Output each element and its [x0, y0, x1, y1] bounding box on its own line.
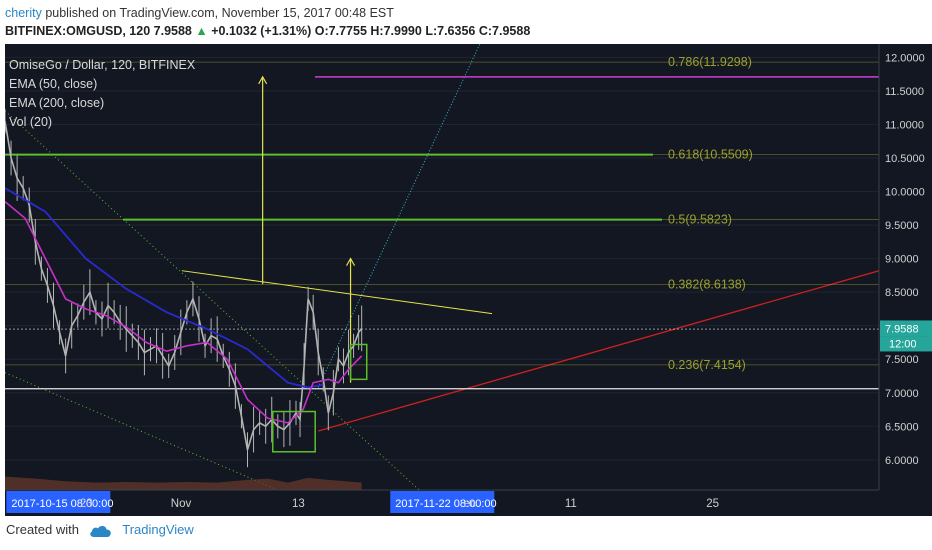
x-tick-label: Nov — [171, 498, 192, 510]
trendline-yellow-resistance — [181, 270, 493, 315]
legend-title: OmiseGo / Dollar, 120, BITFINEX — [9, 58, 196, 72]
x-tick-label: 13 — [292, 498, 305, 510]
fib-label-0.382: 0.382(8.6138) — [668, 278, 746, 292]
x-tick-label: 2017-10-15 08:00:00 — [11, 498, 113, 510]
price-axis-bg — [879, 44, 932, 516]
chart-area[interactable]: 0.786(11.9298) 0.618(10.5509) 0.5(9.5823) 0… — [5, 44, 932, 516]
open-value: O:7.7755 — [314, 24, 367, 38]
ema50-series — [5, 200, 363, 424]
x-tick-label: 23 — [80, 498, 93, 510]
legend-ema200[interactable]: EMA (200, close) — [9, 96, 105, 110]
x-tick-label: 2017-11-22 08:00:00 — [395, 498, 496, 510]
x-tick-label: 11 — [565, 498, 577, 510]
countdown-label: 12:00 — [889, 338, 917, 350]
y-tick-label: 7.0000 — [885, 388, 919, 400]
x-tick-label: 25 — [706, 498, 719, 510]
fib-label-0.5: 0.5(9.5823) — [668, 213, 732, 227]
arrowhead-measured-move-1 — [258, 75, 268, 85]
consolidation-box — [272, 410, 316, 453]
fib-label-0.618: 0.618(10.5509) — [668, 148, 753, 162]
tradingview-cloud-icon — [89, 525, 111, 537]
published-text: published on TradingView.com, November 1… — [45, 6, 394, 20]
trendline-dotted-down-2 — [5, 372, 279, 491]
y-tick-label: 7.5000 — [885, 354, 919, 366]
x-tick-label: ec — [464, 498, 476, 510]
chart-legend: OmiseGo / Dollar, 120, BITFINEX EMA (50,… — [9, 56, 195, 132]
high-value: H:7.9990 — [370, 24, 422, 38]
trendline-dotted-down-1 — [5, 110, 420, 491]
trendline-red-support — [318, 270, 880, 432]
low-value: L:7.6356 — [425, 24, 476, 38]
last-price-label: 7.9588 — [885, 323, 919, 335]
legend-ema50[interactable]: EMA (50, close) — [9, 77, 98, 91]
last-price-badge — [880, 320, 932, 337]
y-tick-label: 11.0000 — [885, 119, 924, 131]
author-link[interactable]: cherity — [5, 6, 42, 20]
symbol-text: BITFINEX:OMGUSD, 120 — [5, 24, 151, 38]
publisher-line: cherity published on TradingView.com, No… — [5, 6, 394, 20]
fib-label-0.786: 0.786(11.9298) — [668, 55, 752, 69]
created-with-text: Created with — [6, 522, 79, 537]
y-tick-label: 10.0000 — [885, 187, 925, 199]
y-tick-label: 10.5000 — [885, 153, 925, 165]
close-value: C:7.9588 — [478, 24, 531, 38]
symbol-line: BITFINEX:OMGUSD, 120 7.9588 ▲ +0.1032 (+… — [5, 24, 530, 38]
y-tick-label: 11.5000 — [885, 86, 924, 98]
tradingview-brand[interactable]: TradingView — [122, 522, 194, 537]
y-tick-label: 9.5000 — [885, 220, 919, 232]
fib-label-0.236: 0.236(7.4154) — [668, 358, 746, 372]
footer: Created with TradingView — [6, 522, 194, 538]
arrowhead-measured-move-2 — [346, 257, 356, 266]
flag-box — [349, 343, 368, 381]
x-highlight-badge — [390, 491, 495, 513]
x-highlight-badge — [6, 491, 111, 513]
volume-area — [5, 476, 362, 490]
y-tick-label: 8.5000 — [885, 287, 919, 299]
legend-vol[interactable]: Vol (20) — [9, 115, 53, 129]
trendline-cyan-trend — [317, 44, 481, 388]
countdown-badge — [880, 336, 932, 352]
ema200-series — [5, 187, 324, 389]
y-tick-label: 9.0000 — [885, 254, 919, 266]
y-tick-label: 6.0000 — [885, 455, 919, 467]
price-change: +0.1032 (+1.31%) — [211, 24, 312, 38]
up-triangle-icon: ▲ — [195, 24, 208, 38]
last-price: 7.9588 — [153, 24, 192, 38]
y-tick-label: 12.0000 — [885, 52, 925, 64]
chart-svg[interactable]: 0.786(11.9298) 0.618(10.5509) 0.5(9.5823) 0… — [5, 44, 932, 516]
y-tick-label: 6.5000 — [885, 421, 919, 433]
